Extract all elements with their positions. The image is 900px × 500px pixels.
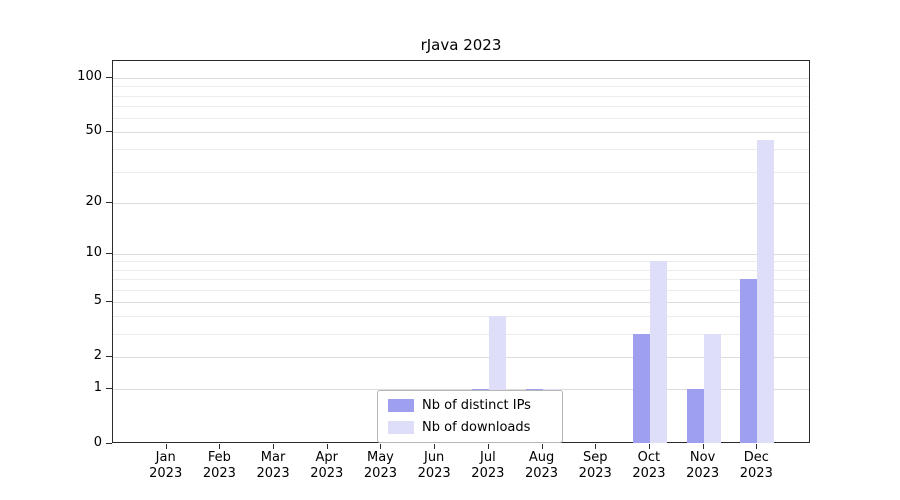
x-tick-label: Jun 2023 (398, 450, 470, 482)
legend: Nb of distinct IPs Nb of downloads (377, 390, 563, 443)
x-tick-month: Jul (480, 450, 496, 465)
x-tick-year: 2023 (256, 466, 290, 481)
x-tick-label: May 2023 (344, 450, 416, 482)
x-tick-label: Feb 2023 (183, 450, 255, 482)
x-tick-label: Apr 2023 (291, 450, 363, 482)
gridline-minor (113, 334, 809, 336)
x-tick-year: 2023 (471, 466, 505, 481)
x-tick-month: Jan (155, 450, 176, 465)
y-tick-mark (106, 388, 112, 390)
x-tick-mark (380, 444, 382, 449)
y-tick-mark (106, 77, 112, 78)
legend-label-distinct-ips: Nb of distinct IPs (422, 398, 531, 413)
y-tick-label: 0 (93, 435, 102, 450)
x-tick-year: 2023 (686, 466, 720, 481)
x-tick-mark (434, 444, 436, 449)
x-tick-month: Dec (743, 450, 769, 465)
x-tick-mark (326, 444, 328, 449)
x-tick-month: Feb (207, 450, 231, 465)
x-tick-year: 2023 (524, 466, 559, 481)
x-tick-year: 2023 (417, 466, 451, 481)
plot-area: Nb of distinct IPs Nb of downloads (112, 60, 810, 443)
gridline-minor (113, 149, 809, 151)
x-tick-mark (273, 444, 275, 449)
x-tick-year: 2023 (149, 466, 183, 481)
bar-downloads (649, 261, 667, 443)
gridline-minor (113, 261, 809, 263)
x-tick-label: Jul 2023 (452, 450, 524, 482)
x-tick-year: 2023 (202, 466, 236, 481)
x-tick-label: Aug 2023 (506, 450, 578, 482)
y-tick-mark (106, 131, 112, 133)
x-tick-mark (541, 444, 543, 449)
x-tick-month: Jun (423, 450, 445, 465)
y-tick-label: 5 (93, 292, 102, 308)
y-tick-label: 20 (85, 193, 102, 209)
bar-distinct-ips (686, 389, 704, 443)
gridline-minor (113, 117, 809, 119)
x-tick-year: 2023 (363, 466, 397, 481)
gridline-minor (113, 86, 809, 88)
x-tick-year: 2023 (310, 466, 344, 481)
gridline-minor (113, 316, 809, 318)
gridline-major (113, 389, 809, 391)
bar-downloads (703, 334, 721, 443)
gridline-minor (113, 289, 809, 291)
x-tick-month: Apr (315, 450, 339, 465)
x-tick-month: Sep (582, 450, 608, 465)
y-tick-label: 1 (93, 380, 102, 396)
gridline-minor (113, 95, 809, 97)
x-tick-label: Jan 2023 (130, 450, 202, 482)
y-tick-label: 2 (93, 347, 102, 363)
gridline-minor (113, 171, 809, 173)
x-tick-month: Aug (528, 450, 555, 465)
y-tick-mark (106, 252, 112, 254)
gridline-minor (113, 105, 809, 107)
x-tick-month: Mar (260, 450, 286, 465)
x-tick-month: Oct (637, 450, 661, 465)
gridline-minor (113, 279, 809, 281)
x-tick-label: Mar 2023 (237, 450, 309, 482)
legend-swatch-distinct-ips (388, 399, 414, 412)
gridline-major (113, 78, 809, 79)
y-tick-label: 10 (85, 244, 102, 260)
legend-entry-distinct-ips: Nb of distinct IPs (388, 398, 552, 413)
legend-swatch-downloads (388, 421, 414, 434)
legend-label-downloads: Nb of downloads (422, 420, 531, 435)
x-tick-year: 2023 (739, 466, 773, 481)
gridline-minor (113, 269, 809, 271)
x-tick-mark (595, 444, 597, 449)
x-tick-label: Oct 2023 (613, 450, 685, 482)
x-tick-year: 2023 (578, 466, 612, 481)
y-tick-mark (106, 201, 112, 203)
gridline-major (113, 301, 809, 303)
gridline-major (113, 132, 809, 134)
x-tick-month: May (367, 450, 394, 465)
gridline-major (113, 356, 809, 358)
x-tick-mark (756, 444, 758, 449)
x-tick-mark (648, 444, 650, 449)
chart-title: rJava 2023 (420, 36, 502, 54)
bar-distinct-ips (632, 334, 650, 443)
y-tick-mark (106, 443, 112, 444)
y-tick-label: 100 (77, 69, 102, 84)
y-tick-label: 50 (85, 123, 102, 139)
x-tick-label: Sep 2023 (559, 450, 631, 482)
bar-distinct-ips (740, 279, 758, 443)
bar-downloads (757, 140, 775, 443)
legend-entry-downloads: Nb of downloads (388, 420, 552, 435)
x-tick-label: Nov 2023 (667, 450, 739, 482)
gridline-major (113, 202, 809, 204)
x-tick-month: Nov (689, 450, 716, 465)
y-tick-mark (106, 300, 112, 302)
x-tick-mark (487, 444, 489, 449)
y-tick-mark (106, 355, 112, 357)
x-tick-label: Dec 2023 (720, 450, 792, 482)
x-tick-mark (702, 444, 704, 449)
x-tick-year: 2023 (632, 466, 666, 481)
x-tick-mark (165, 444, 167, 449)
gridline-major (113, 253, 809, 255)
x-tick-mark (219, 444, 221, 449)
